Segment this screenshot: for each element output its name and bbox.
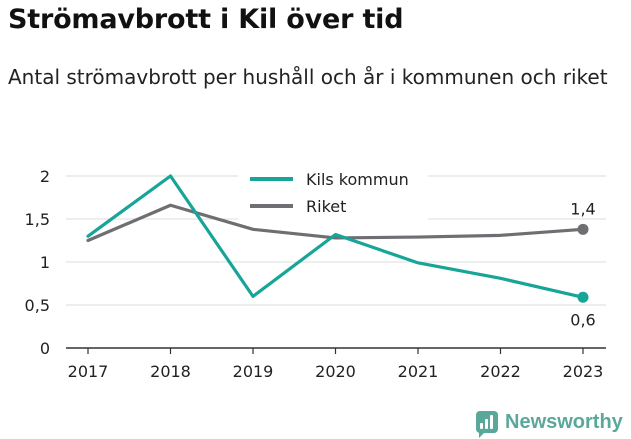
x-tick-label: 2021 [398, 362, 439, 381]
x-tick-label: 2020 [315, 362, 356, 381]
brand-name: Newsworthy [505, 410, 623, 433]
x-tick-label: 2023 [563, 362, 604, 381]
newsworthy-chart-icon [476, 411, 498, 438]
series-line-kils-kommun [86, 174, 585, 299]
y-tick-label: 1,5 [25, 210, 50, 229]
y-tick-label: 2 [40, 167, 50, 186]
chart-subtitle: Antal strömavbrott per hushåll och år i … [8, 65, 608, 89]
legend-label: Riket [306, 197, 346, 216]
y-tick-label: 0,5 [25, 296, 50, 315]
x-tick-label: 2017 [68, 362, 109, 381]
x-tick-label: 2019 [233, 362, 274, 381]
x-tick-label: 2022 [480, 362, 521, 381]
y-tick-label: 1 [40, 253, 50, 272]
y-tick-label: 0 [40, 339, 50, 358]
chart-title: Strömavbrott i Kil över tid [8, 4, 404, 35]
end-value-label: 0,6 [570, 310, 595, 329]
end-point [577, 223, 589, 235]
legend-label: Kils kommun [306, 170, 409, 189]
series-line-riket [86, 203, 585, 243]
legend-background [238, 162, 428, 222]
newsworthy-logo: Newsworthy [476, 408, 623, 438]
end-point [577, 291, 589, 303]
x-tick-label: 2018 [150, 362, 191, 381]
end-value-label: 1,4 [570, 199, 595, 218]
